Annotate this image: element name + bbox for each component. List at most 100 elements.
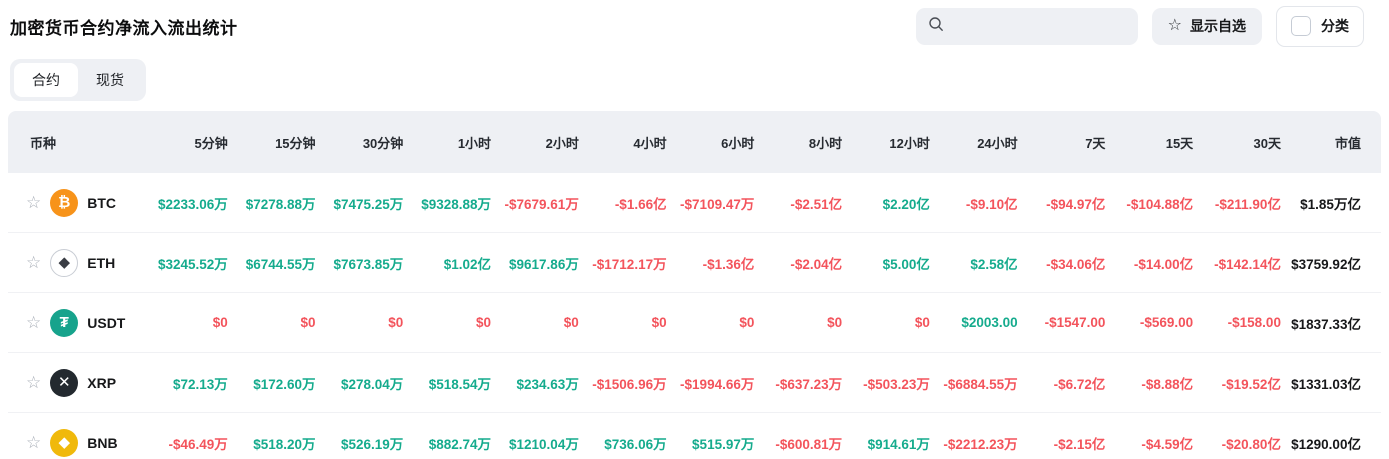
value-cell-8小时: -$600.81万 xyxy=(775,436,843,452)
table-row-eth[interactable]: ☆ ◆ ETH $3245.52万 $6744.55万 $7673.85万 $1.02亿 $9… xyxy=(8,233,1381,293)
market-cap-cell: $3759.92亿 xyxy=(1291,256,1361,272)
value-cell-30天: -$142.14亿 xyxy=(1214,256,1281,272)
value-cell-30天: -$19.52亿 xyxy=(1221,376,1281,392)
table-header-row: 币种 5分钟 15分钟 30分钟 1小时 2小时 4小时 6小时 8小时 12小时 24小时 7天 15… xyxy=(8,111,1381,173)
value-cell-1小时: $1.02亿 xyxy=(443,256,492,272)
column-header-8小时[interactable]: 8小时 xyxy=(808,135,843,151)
value-cell-30天: -$158.00 xyxy=(1227,315,1281,330)
category-button[interactable]: 分类 xyxy=(1276,5,1364,47)
column-header-30天[interactable]: 30天 xyxy=(1253,135,1281,151)
xrp-icon: ✕ xyxy=(50,368,79,397)
value-cell-30分钟: $7673.85万 xyxy=(333,256,404,272)
btc-icon: ₿ xyxy=(50,188,79,217)
search-box[interactable] xyxy=(915,7,1138,45)
show-favorites-label: 显示自选 xyxy=(1190,18,1246,34)
value-cell-6小时: -$1994.66万 xyxy=(680,376,755,392)
value-cell-5分钟: $2233.06万 xyxy=(157,196,228,212)
table-row-xrp[interactable]: ☆ ✕ XRP $72.13万 $172.60万 $278.04万 $518.54万 $234… xyxy=(8,353,1381,413)
value-cell-4小时: -$1712.17万 xyxy=(592,256,667,272)
value-cell-1小时: $0 xyxy=(476,315,492,330)
column-header-15分钟[interactable]: 15分钟 xyxy=(275,135,316,151)
netflow-table: 币种 5分钟 15分钟 30分钟 1小时 2小时 4小时 6小时 8小时 12小时 24小时 7天 15… xyxy=(8,111,1381,459)
column-header-1小时[interactable]: 1小时 xyxy=(457,135,492,151)
search-input[interactable] xyxy=(951,18,1133,34)
star-icon: ☆ xyxy=(1167,17,1182,34)
favorite-star-icon[interactable]: ☆ xyxy=(26,313,42,332)
value-cell-24小时: -$9.10亿 xyxy=(965,196,1018,212)
table-row-btc[interactable]: ☆ ₿ BTC $2233.06万 $7278.88万 $7475.25万 $9328.88… xyxy=(8,173,1381,233)
value-cell-4小时: -$1506.96万 xyxy=(592,376,667,392)
column-header-5分钟[interactable]: 5分钟 xyxy=(194,135,228,151)
value-cell-7天: -$6.72亿 xyxy=(1053,376,1106,392)
search-icon xyxy=(928,16,944,37)
tab-spot[interactable]: 现货 xyxy=(96,72,124,88)
category-label: 分类 xyxy=(1321,18,1349,34)
value-cell-2小时: $0 xyxy=(563,315,579,330)
column-header-15天[interactable]: 15天 xyxy=(1165,135,1194,151)
eth-icon: ◆ xyxy=(50,248,79,277)
market-cap-cell: $1290.00亿 xyxy=(1291,436,1361,452)
category-checkbox[interactable] xyxy=(1291,16,1311,36)
value-cell-4小时: -$1.66亿 xyxy=(614,196,667,212)
coin-symbol: USDT xyxy=(87,314,126,331)
value-cell-12小时: $914.61万 xyxy=(867,436,930,452)
value-cell-5分钟: $72.13万 xyxy=(172,376,228,392)
table-row-usdt[interactable]: ☆ ₮ USDT $0 $0 $0 $0 $0 $0 $0 $0 $0 $2003.00 -$1547.0… xyxy=(8,293,1381,353)
column-header-6小时[interactable]: 6小时 xyxy=(721,135,755,151)
tab-contract[interactable]: 合约 xyxy=(14,63,78,97)
bnb-icon: ◆ xyxy=(50,428,79,457)
value-cell-24小时: -$2212.23万 xyxy=(943,436,1018,452)
toolbar: ☆ 显示自选 分类 xyxy=(915,5,1364,47)
column-header-7天[interactable]: 7天 xyxy=(1085,135,1106,151)
show-favorites-button[interactable]: ☆ 显示自选 xyxy=(1151,7,1262,45)
value-cell-15天: -$14.00亿 xyxy=(1133,256,1194,272)
value-cell-6小时: -$1.36亿 xyxy=(702,256,755,272)
column-header-12小时[interactable]: 12小时 xyxy=(889,135,930,151)
value-cell-8小时: $0 xyxy=(827,315,843,330)
page-title: 加密货币合约净流入流出统计 xyxy=(10,18,238,38)
market-cap-cell: $1.85万亿 xyxy=(1300,196,1361,212)
value-cell-24小时: $2003.00 xyxy=(961,315,1018,330)
column-header-2小时[interactable]: 2小时 xyxy=(545,135,579,151)
table-row-bnb[interactable]: ☆ ◆ BNB -$46.49万 $518.20万 $526.19万 $882.74万 $12… xyxy=(8,413,1381,459)
value-cell-12小时: $0 xyxy=(914,315,930,330)
value-cell-24小时: $2.58亿 xyxy=(970,256,1018,272)
market-type-tabs: 合约 现货 xyxy=(10,59,146,101)
table-body: ☆ ₿ BTC $2233.06万 $7278.88万 $7475.25万 $9328.88… xyxy=(8,173,1381,459)
coin-symbol: XRP xyxy=(87,374,117,391)
value-cell-2小时: $234.63万 xyxy=(516,376,579,392)
value-cell-15分钟: $0 xyxy=(300,315,316,330)
value-cell-2小时: $9617.86万 xyxy=(509,256,579,272)
favorite-star-icon[interactable]: ☆ xyxy=(26,253,42,272)
value-cell-2小时: $1210.04万 xyxy=(509,436,579,452)
column-header-币种[interactable]: 币种 xyxy=(30,135,57,151)
value-cell-15分钟: $7278.88万 xyxy=(245,196,316,212)
value-cell-6小时: $515.97万 xyxy=(692,436,755,452)
value-cell-15天: -$8.88亿 xyxy=(1141,376,1194,392)
value-cell-12小时: -$503.23万 xyxy=(863,376,930,392)
value-cell-8小时: -$637.23万 xyxy=(775,376,843,392)
value-cell-30分钟: $0 xyxy=(388,315,404,330)
coin-cell: ☆ ₿ BTC xyxy=(8,188,140,217)
value-cell-30天: -$211.90亿 xyxy=(1214,196,1281,212)
value-cell-24小时: -$6884.55万 xyxy=(943,376,1018,392)
value-cell-15天: -$104.88亿 xyxy=(1126,196,1194,212)
favorite-star-icon[interactable]: ☆ xyxy=(26,193,42,212)
column-header-4小时[interactable]: 4小时 xyxy=(633,135,667,151)
column-header-30分钟[interactable]: 30分钟 xyxy=(362,135,404,151)
coin-cell: ☆ ✕ XRP xyxy=(8,368,140,397)
value-cell-4小时: $0 xyxy=(651,315,667,330)
coin-symbol: BTC xyxy=(87,194,117,211)
column-header-24小时[interactable]: 24小时 xyxy=(977,135,1018,151)
market-cap-cell: $1837.33亿 xyxy=(1291,316,1361,332)
value-cell-1小时: $882.74万 xyxy=(428,436,492,452)
value-cell-1小时: $9328.88万 xyxy=(421,196,492,212)
coin-symbol: BNB xyxy=(87,434,118,451)
value-cell-8小时: -$2.04亿 xyxy=(790,256,843,272)
value-cell-15天: -$569.00 xyxy=(1139,315,1194,330)
column-header-市值[interactable]: 市值 xyxy=(1334,135,1361,151)
favorite-star-icon[interactable]: ☆ xyxy=(26,433,42,452)
favorite-star-icon[interactable]: ☆ xyxy=(26,373,42,392)
value-cell-1小时: $518.54万 xyxy=(428,376,492,392)
value-cell-15分钟: $518.20万 xyxy=(253,436,316,452)
